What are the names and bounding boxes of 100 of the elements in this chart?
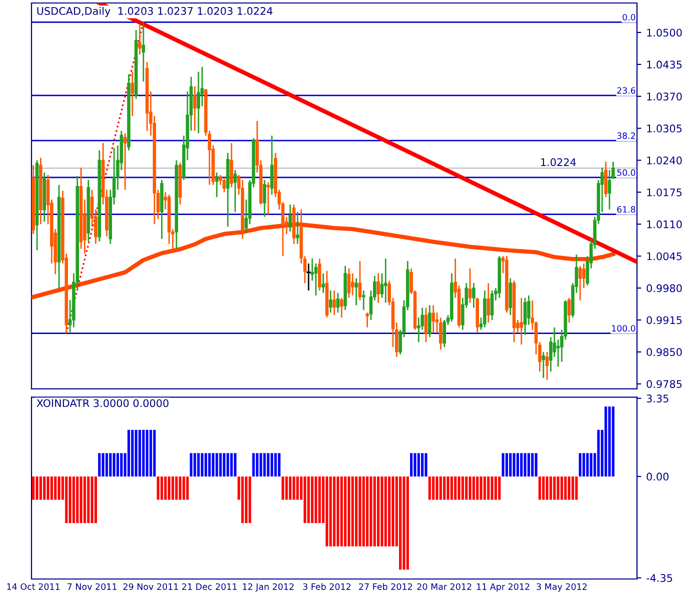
bar: [604, 406, 608, 476]
x-tick-label: 3 Feb 2012: [303, 583, 350, 590]
bar: [472, 476, 475, 500]
candlestick: [262, 179, 266, 218]
bar: [182, 476, 186, 500]
annotation: 50.0: [617, 169, 636, 176]
bar: [465, 476, 468, 500]
bar: [156, 476, 160, 500]
bar: [487, 476, 490, 500]
candlestick: [608, 169, 612, 210]
y-tick-label: 1.0045: [647, 252, 682, 260]
bar: [58, 476, 60, 500]
bar: [282, 476, 284, 500]
x-tick-label: 21 Dec 2011: [182, 583, 237, 590]
bar: [502, 453, 504, 476]
bar: [252, 453, 255, 476]
bar: [54, 476, 57, 500]
bar: [354, 476, 358, 546]
bar: [553, 476, 556, 500]
bar: [421, 453, 424, 476]
bar: [546, 476, 548, 500]
x-tick-label: 3 May 2012: [536, 583, 587, 592]
x-tick-label: 7 Nov 2011: [68, 583, 116, 590]
bar: [329, 476, 332, 546]
bar: [46, 476, 50, 500]
bar: [446, 476, 450, 500]
chart-title: USDCAD,Daily 1.0203 1.0237 1.0203 1.0224: [37, 6, 272, 17]
bar: [186, 476, 189, 500]
candlestick: [376, 272, 380, 304]
bar: [450, 476, 453, 500]
candlestick: [523, 297, 527, 336]
bar: [310, 476, 314, 524]
bar: [80, 476, 82, 524]
bar: [230, 453, 233, 476]
annotation: 23.6: [617, 87, 636, 94]
bar: [87, 476, 90, 524]
y-tick-label: 1.0435: [647, 60, 682, 69]
annotation: 61.8: [617, 206, 636, 213]
y-tick-label: 0.9785: [646, 380, 682, 388]
bar: [399, 476, 402, 570]
bar: [244, 476, 248, 524]
bar: [406, 476, 409, 570]
bar: [326, 476, 328, 546]
bar: [116, 453, 120, 476]
bar: [534, 453, 538, 476]
bar: [127, 430, 130, 476]
candlestick: [138, 24, 142, 56]
x-tick-label: 20 Mar 2012: [417, 583, 472, 590]
bar: [296, 476, 299, 500]
bar: [131, 430, 134, 476]
bar: [142, 430, 145, 476]
bar: [219, 453, 222, 476]
y-tick-label: 1.0175: [647, 188, 682, 196]
bar: [494, 476, 497, 500]
bar: [43, 476, 46, 500]
bar: [172, 476, 174, 500]
y-tick-label: 1.0500: [647, 28, 682, 37]
candlestick: [215, 172, 218, 198]
candlestick: [490, 290, 494, 321]
candlestick: [266, 182, 270, 216]
bar: [597, 430, 600, 476]
candlestick: [520, 297, 524, 346]
candlestick: [328, 290, 332, 314]
bar: [39, 476, 42, 500]
bar: [288, 476, 292, 500]
bar: [410, 453, 413, 476]
bar: [344, 476, 347, 546]
bar: [332, 476, 336, 546]
bar: [50, 476, 53, 500]
bar: [204, 453, 208, 476]
bar: [90, 476, 94, 524]
bar: [527, 453, 530, 476]
y-tick-label: 1.0110: [647, 220, 682, 228]
bar: [105, 453, 108, 476]
annotation: 100.0: [612, 325, 636, 332]
bar: [560, 476, 564, 500]
bar: [351, 476, 354, 546]
candlestick: [347, 268, 351, 299]
bar: [241, 476, 244, 524]
bar: [480, 476, 482, 500]
bar: [531, 453, 534, 476]
bar: [134, 430, 138, 476]
candlestick: [567, 297, 571, 324]
bar: [278, 453, 280, 476]
bar: [314, 476, 318, 524]
bar: [575, 476, 578, 500]
bar: [194, 453, 196, 476]
candlestick: [542, 351, 546, 379]
candlestick: [468, 268, 472, 304]
candlestick: [336, 292, 340, 314]
candlestick: [142, 21, 146, 82]
bar: [160, 476, 164, 500]
bar: [270, 453, 274, 476]
bar: [222, 453, 226, 476]
bar: [138, 430, 142, 476]
ref-line-label: 1.0224: [541, 158, 576, 166]
bar: [590, 453, 592, 476]
bar: [226, 453, 230, 476]
bar: [285, 476, 288, 500]
bar: [454, 476, 457, 500]
